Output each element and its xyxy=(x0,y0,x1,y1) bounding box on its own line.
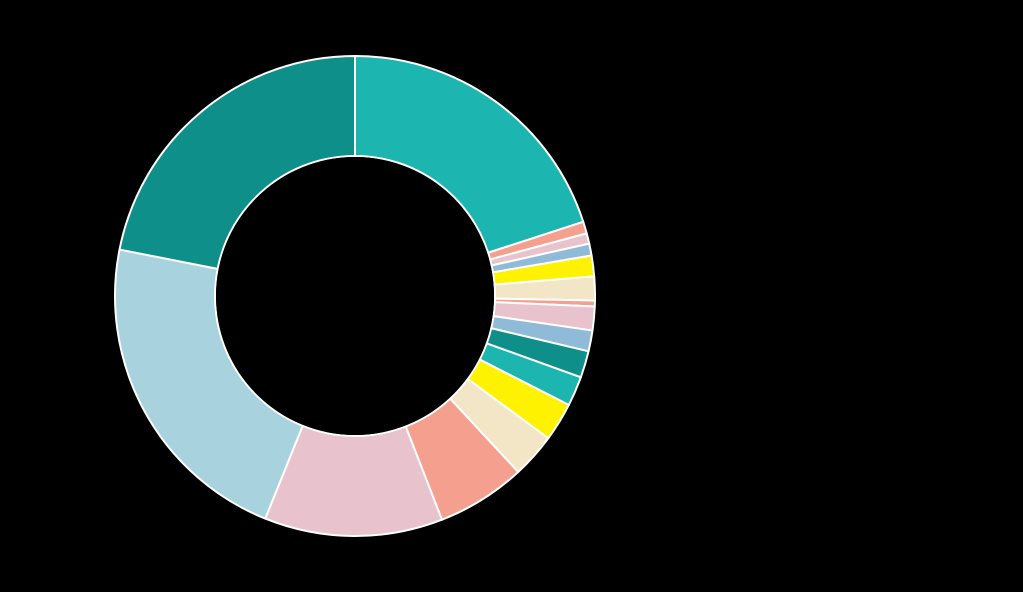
donut-hole xyxy=(216,157,494,435)
donut-svg xyxy=(0,0,1023,592)
donut-chart xyxy=(0,0,1023,592)
